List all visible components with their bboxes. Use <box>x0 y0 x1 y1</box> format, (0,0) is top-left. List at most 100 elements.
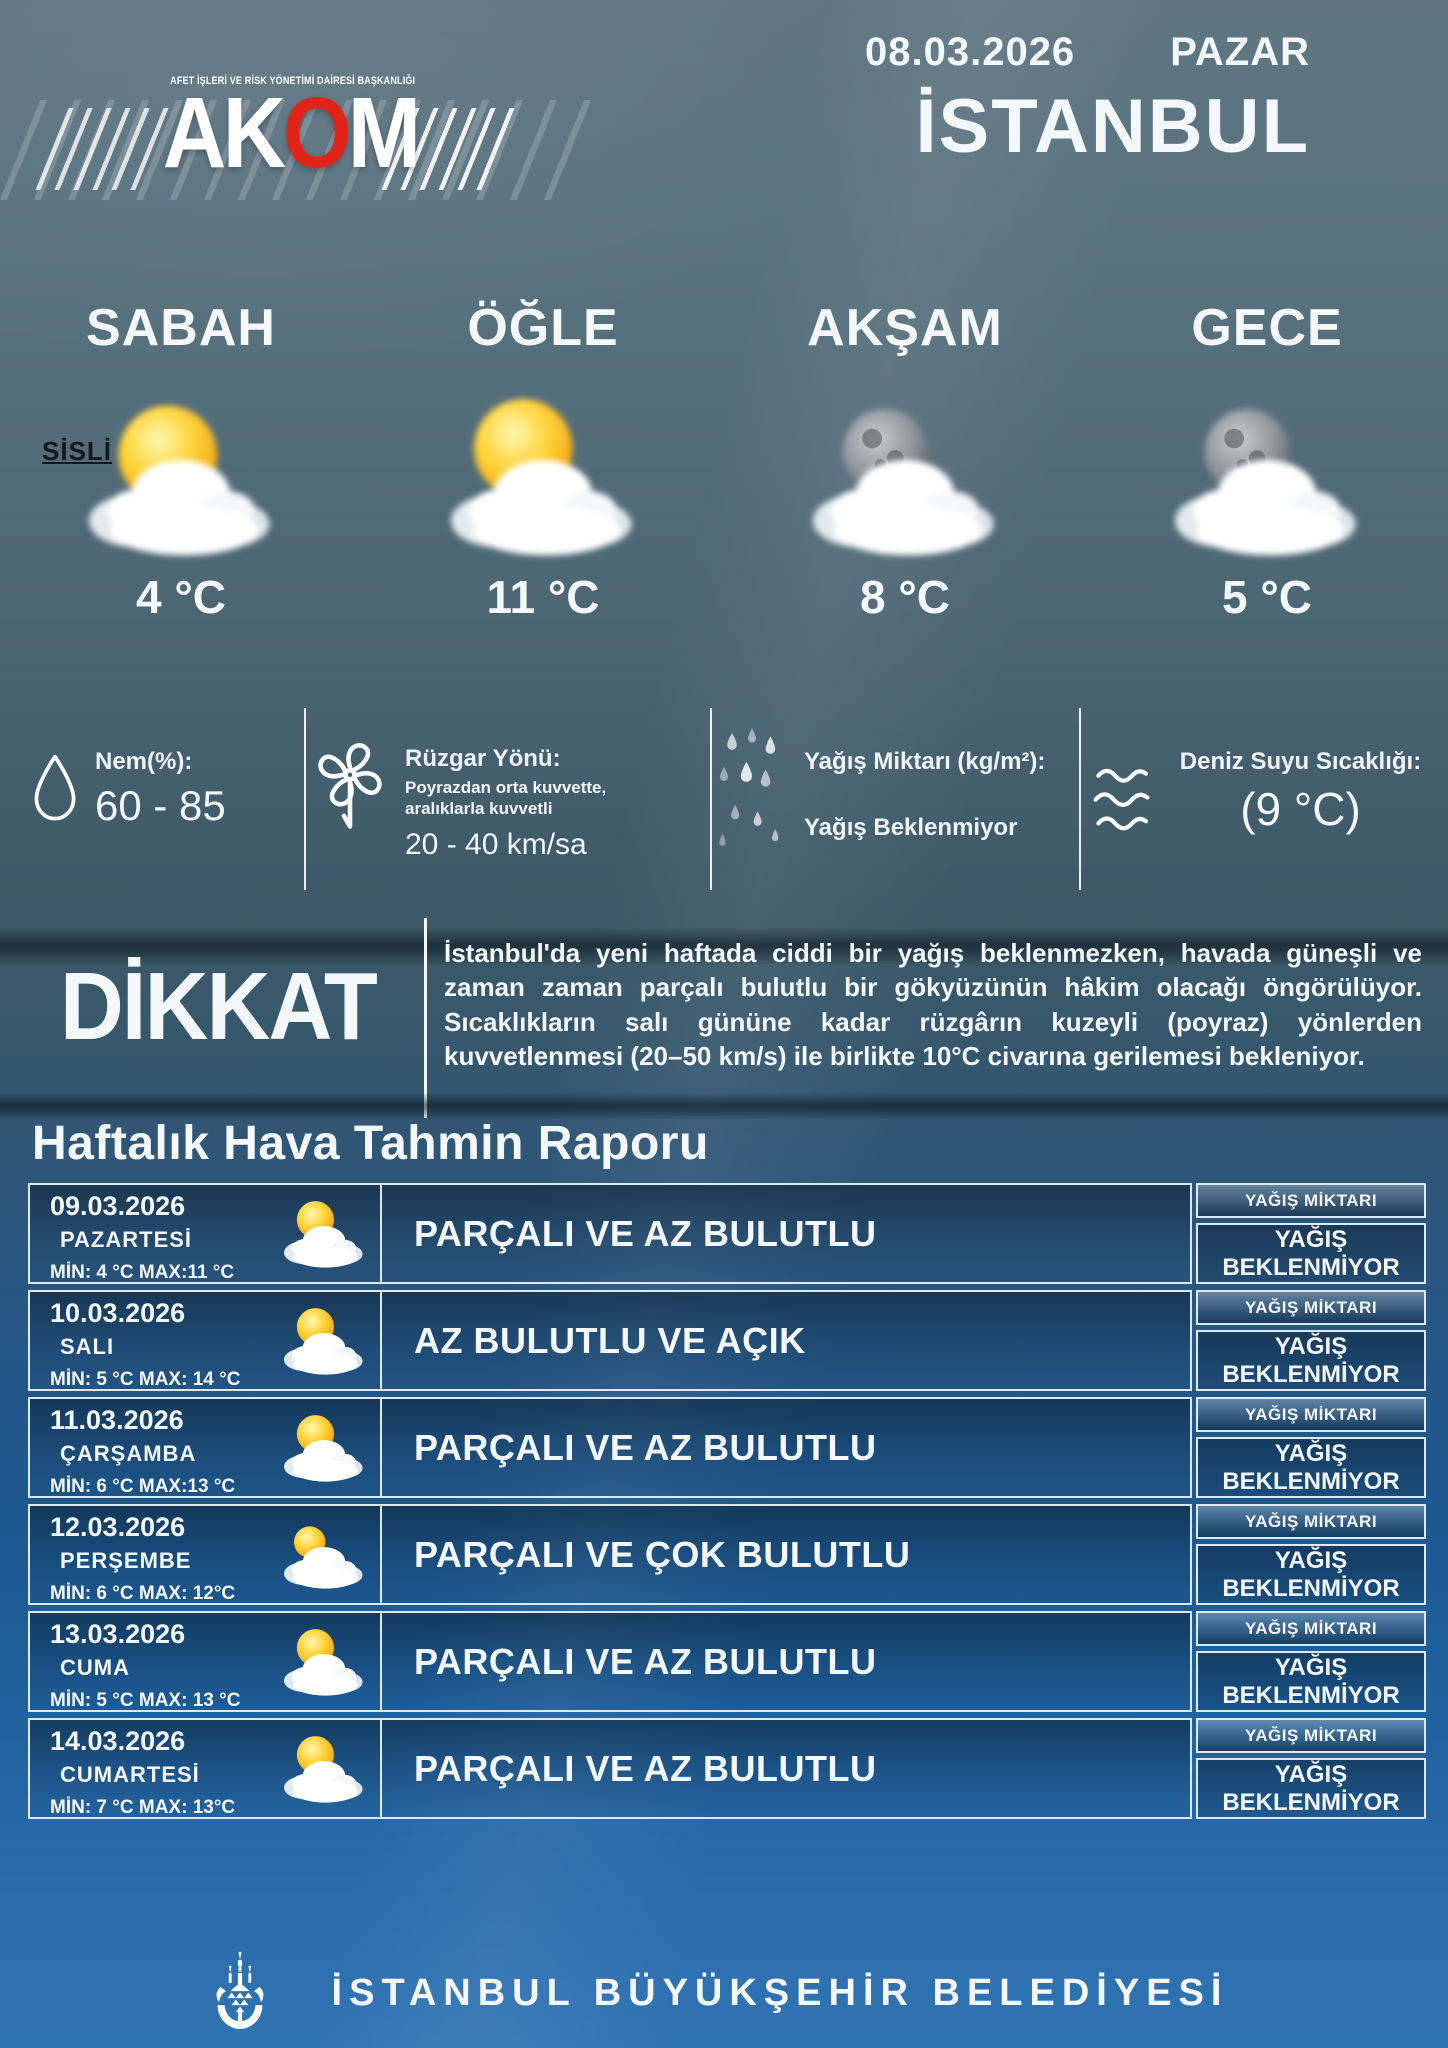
precip-header: YAĞIŞ MİKTARI <box>1196 1504 1426 1539</box>
divider <box>710 708 712 890</box>
precip-value: YAĞIŞ BEKLENMİYOR <box>1196 1330 1426 1391</box>
precipitation-metric: Yağış Miktarı (kg/m²): Yağış Beklenmiyor <box>804 700 1074 930</box>
row-precip-cell: YAĞIŞ MİKTARI YAĞIŞ BEKLENMİYOR <box>1196 1397 1426 1498</box>
row-condition: PARÇALI VE AZ BULUTLU <box>380 1718 1192 1819</box>
wind-desc-1: Poyrazdan orta kuvvette, <box>405 778 607 797</box>
row-precip-cell: YAĞIŞ MİKTARI YAĞIŞ BEKLENMİYOR <box>1196 1504 1426 1605</box>
row-date: 12.03.2026 <box>50 1512 186 1542</box>
row-day: PAZARTESİ <box>60 1227 193 1252</box>
wind-desc-2: aralıklarla kuvvetli <box>405 799 553 819</box>
table-row: 14.03.2026 CUMARTESİ MİN: 7 °C MAX: 13°C… <box>28 1718 1426 1819</box>
row-day: CUMA <box>60 1655 130 1680</box>
precip-value: YAĞIŞ BEKLENMİYOR <box>1196 1651 1426 1712</box>
department-caption: AFET İŞLERİ VE RİSK YÖNETİMİ DAİRESİ BAŞ… <box>170 75 416 87</box>
precipitation-label: Yağış Miktarı (kg/m²): <box>804 748 1046 775</box>
warning-divider <box>424 918 427 1118</box>
period-label: ÖĞLE <box>467 299 619 357</box>
precip-value: YAĞIŞ BEKLENMİYOR <box>1196 1544 1426 1605</box>
humidity-metric: Nem(%): 60 - 85 <box>95 700 295 930</box>
daily-periods: SABAH SİSLİ 4 °C ÖĞLE 11 °C AKŞAM 8 °C <box>0 240 1448 640</box>
sun-behind-cloud-icon <box>284 1308 363 1375</box>
period-sabah: SABAH SİSLİ 4 °C <box>0 240 362 640</box>
row-minmax: MİN: 6 °C MAX:13 °C <box>50 1476 236 1497</box>
humidity-value: 60 - 85 <box>95 782 226 829</box>
precip-header: YAĞIŞ MİKTARI <box>1196 1718 1426 1753</box>
pinwheel-icon <box>318 743 382 829</box>
precip-header: YAĞIŞ MİKTARI <box>1196 1611 1426 1646</box>
precip-header: YAĞIŞ MİKTARI <box>1196 1397 1426 1432</box>
period-temp: 8 °C <box>860 571 950 623</box>
table-row: 10.03.2026 SALI MİN: 5 °C MAX: 14 °C AZ … <box>28 1290 1426 1391</box>
row-minmax: MİN: 6 °C MAX: 12°C <box>50 1583 236 1604</box>
akom-wordmark: AKOM <box>162 77 421 189</box>
akom-logo: AFET İŞLERİ VE RİSK YÖNETİMİ DAİRESİ BAŞ… <box>148 75 421 189</box>
precip-header: YAĞIŞ MİKTARI <box>1196 1183 1426 1218</box>
precip-value: YAĞIŞ BEKLENMİYOR <box>1196 1223 1426 1284</box>
sea-temp-label: Deniz Suyu Sıcaklığı: <box>1179 748 1422 775</box>
water-drop-icon <box>34 754 76 821</box>
moon-behind-cloud-icon <box>1175 409 1356 556</box>
row-date-cell: 11.03.2026 ÇARŞAMBA MİN: 6 °C MAX:13 °C <box>28 1397 380 1498</box>
table-row: 11.03.2026 ÇARŞAMBA MİN: 6 °C MAX:13 °C … <box>28 1397 1426 1498</box>
precip-value: YAĞIŞ BEKLENMİYOR <box>1196 1758 1426 1819</box>
row-condition: PARÇALI VE AZ BULUTLU <box>380 1183 1192 1284</box>
row-date: 14.03.2026 <box>50 1726 186 1756</box>
ibb-logo <box>216 1951 264 2029</box>
sun-behind-cloud-icon <box>284 1526 363 1589</box>
row-date-cell: 14.03.2026 CUMARTESİ MİN: 7 °C MAX: 13°C <box>28 1718 380 1819</box>
table-row: 12.03.2026 PERŞEMBE MİN: 6 °C MAX: 12°C … <box>28 1504 1426 1605</box>
municipality-title: İSTANBUL BÜYÜKŞEHİR BELEDİYESİ <box>331 1972 1229 2014</box>
period-temp: 5 °C <box>1222 571 1312 623</box>
table-row: 13.03.2026 CUMA MİN: 5 °C MAX: 13 °C PAR… <box>28 1611 1426 1712</box>
row-day: SALI <box>60 1334 115 1359</box>
row-condition: PARÇALI VE AZ BULUTLU <box>380 1397 1192 1498</box>
period-aksam: AKŞAM 8 °C <box>724 240 1086 640</box>
row-minmax: MİN: 4 °C MAX:11 °C <box>50 1262 235 1283</box>
warning-title: DİKKAT <box>59 953 378 1060</box>
humidity-label: Nem(%): <box>95 748 193 775</box>
sun-behind-cloud-fog-icon <box>89 405 270 556</box>
warning-text: İstanbul'da yeni haftada ciddi bir yağış… <box>444 938 1422 1071</box>
row-date-cell: 12.03.2026 PERŞEMBE MİN: 6 °C MAX: 12°C <box>28 1504 380 1605</box>
row-minmax: MİN: 5 °C MAX: 13 °C <box>50 1690 241 1711</box>
wind-speed: 20 - 40 km/sa <box>405 827 587 861</box>
sun-behind-cloud-icon <box>284 1415 363 1482</box>
row-precip-cell: YAĞIŞ MİKTARI YAĞIŞ BEKLENMİYOR <box>1196 1183 1426 1284</box>
divider <box>304 708 306 890</box>
sun-behind-cloud-icon <box>284 1736 363 1803</box>
row-condition: PARÇALI VE AZ BULUTLU <box>380 1611 1192 1712</box>
weekly-forecast-table: 09.03.2026 PAZARTESİ MİN: 4 °C MAX:11 °C… <box>28 1183 1426 1819</box>
divider <box>1079 708 1081 890</box>
row-minmax: MİN: 7 °C MAX: 13°C <box>50 1797 236 1818</box>
row-precip-cell: YAĞIŞ MİKTARI YAĞIŞ BEKLENMİYOR <box>1196 1290 1426 1391</box>
metrics-strip: Nem(%): 60 - 85 Rüzgar Yönü: Poyrazdan o… <box>0 700 1448 930</box>
report-date: 08.03.2026 <box>864 30 1076 74</box>
row-condition: AZ BULUTLU VE AÇIK <box>380 1290 1192 1391</box>
weekly-report-title: Haftalık Hava Tahmin Raporu <box>32 1117 709 1170</box>
row-date: 11.03.2026 <box>50 1405 184 1435</box>
precip-header: YAĞIŞ MİKTARI <box>1196 1290 1426 1325</box>
wind-metric: Rüzgar Yönü: Poyrazdan orta kuvvette, ar… <box>405 700 695 930</box>
sea-temp-value: (9 °C) <box>1240 783 1361 835</box>
report-header: 08.03.2026 PAZAR İSTANBUL <box>865 30 1310 170</box>
row-day: PERŞEMBE <box>60 1548 192 1573</box>
precip-value: YAĞIŞ BEKLENMİYOR <box>1196 1437 1426 1498</box>
sea-waves-icon <box>1093 768 1150 831</box>
report-day: PAZAR <box>1170 30 1310 74</box>
fog-condition-label: SİSLİ <box>42 436 113 466</box>
city-title: İSTANBUL <box>915 84 1310 169</box>
row-precip-cell: YAĞIŞ MİKTARI YAĞIŞ BEKLENMİYOR <box>1196 1718 1426 1819</box>
period-label: GECE <box>1191 299 1343 357</box>
row-date-cell: 10.03.2026 SALI MİN: 5 °C MAX: 14 °C <box>28 1290 380 1391</box>
raindrops-icon <box>719 728 779 846</box>
period-label: AKŞAM <box>807 299 1003 357</box>
row-date: 09.03.2026 <box>50 1191 186 1221</box>
row-minmax: MİN: 5 °C MAX: 14 °C <box>50 1369 241 1390</box>
sun-behind-cloud-icon <box>284 1629 363 1696</box>
sun-behind-cloud-icon <box>284 1201 363 1268</box>
sun-behind-cloud-icon <box>451 399 632 556</box>
row-precip-cell: YAĞIŞ MİKTARI YAĞIŞ BEKLENMİYOR <box>1196 1611 1426 1712</box>
table-row: 09.03.2026 PAZARTESİ MİN: 4 °C MAX:11 °C… <box>28 1183 1426 1284</box>
report-date-row: 08.03.2026 PAZAR <box>865 30 1310 75</box>
